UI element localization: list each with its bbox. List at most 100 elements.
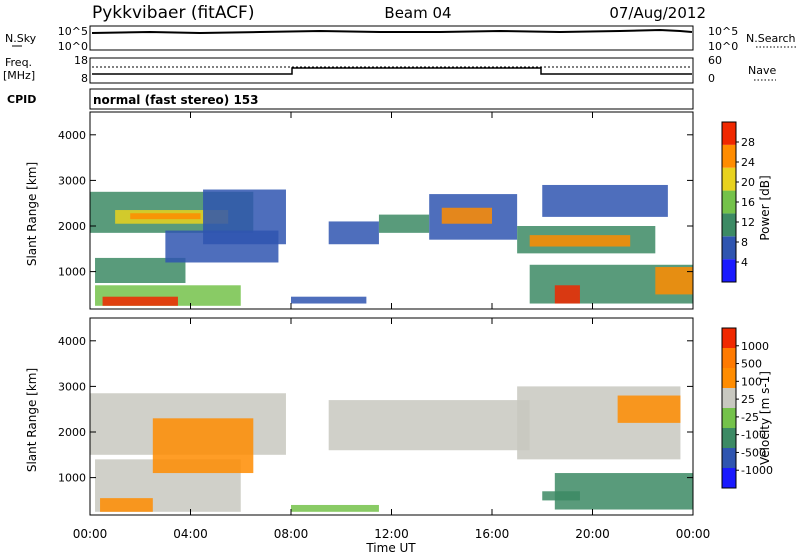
- nsky-left-tick-top: 10^5: [58, 25, 88, 38]
- freq-panel: Freq. [MHz] 18 8 60 0 Nave: [3, 54, 776, 85]
- power-ytick-label-0: 1000: [58, 266, 86, 279]
- power-band-14: [529, 235, 631, 247]
- nsky-left-tick-bottom: 10^0: [58, 40, 88, 53]
- power-colorbar-swatch-3: [722, 190, 736, 214]
- power-ytick-label-1: 2000: [58, 220, 86, 233]
- power-band-8: [291, 296, 367, 304]
- power-colorbar: 4 8 12 16 20 24 28: [721, 121, 755, 283]
- power-band-10: [378, 214, 430, 233]
- velocity-colorbar-swatch-1: [722, 448, 736, 468]
- velocity-band-9: [617, 395, 681, 423]
- freq-left-tick-bottom: 8: [81, 72, 88, 85]
- xtick-label-1: 04:00: [173, 527, 208, 541]
- xtick-label-4: 16:00: [475, 527, 510, 541]
- power-band-15: [542, 184, 668, 217]
- nsearch-label: N.Search: [746, 32, 796, 45]
- velocity-yticks: 1000 2000 3000 4000: [58, 335, 693, 485]
- power-colorbar-label-3: 16: [741, 196, 755, 209]
- velocity-ytick-label-0: 1000: [58, 472, 86, 485]
- power-colorbar-swatch-6: [722, 122, 736, 145]
- power-colorbar-label-4: 20: [741, 176, 755, 189]
- power-ytick-label-3: 4000: [58, 129, 86, 142]
- power-colorbar-swatch-1: [722, 236, 736, 260]
- power-band-7: [165, 230, 279, 263]
- power-band-2: [130, 213, 201, 220]
- power-colorbar-label-2: 12: [741, 216, 755, 229]
- velocity-colorbar: -1000 -500 -100 -25 25 100 500 1000: [721, 327, 773, 489]
- cpid-mode-text: normal (fast stereo) 153: [93, 93, 259, 107]
- velocity-colorbar-swatch-4: [722, 388, 736, 408]
- power-band-18: [655, 267, 693, 295]
- time-axis-label: Time UT: [365, 541, 416, 554]
- velocity-colorbar-frame: [721, 327, 737, 489]
- nsky-label: N.Sky: [5, 32, 37, 45]
- velocity-colorbar-label-5: 100: [741, 375, 762, 388]
- date-title: 07/Aug/2012: [609, 4, 706, 22]
- velocity-colorbar-label-1: -500: [741, 446, 766, 459]
- velocity-colorbar-swatch-5: [722, 368, 736, 388]
- velocity-colorbar-label-6: 500: [741, 358, 762, 371]
- power-band-9: [328, 221, 379, 245]
- power-colorbar-swatch-0: [722, 259, 736, 282]
- power-ylabel: Slant Range [km]: [25, 162, 39, 266]
- velocity-ylabel: Slant Range [km]: [25, 368, 39, 472]
- station-title: Pykkvibaer (fitACF): [92, 3, 254, 23]
- power-colorbar-swatch-2: [722, 213, 736, 237]
- freq-label-top: Freq.: [5, 56, 32, 69]
- power-colorbar-label: Power [dB]: [758, 175, 772, 240]
- xtick-label-3: 12:00: [374, 527, 409, 541]
- power-bands: [90, 184, 693, 306]
- power-band-17: [554, 285, 580, 304]
- velocity-colorbar-label-0: -1000: [741, 464, 773, 477]
- freq-trace: [92, 67, 692, 75]
- velocity-colorbar-swatch-7: [722, 328, 736, 348]
- power-ytick-label-2: 3000: [58, 174, 86, 187]
- velocity-bands: [90, 386, 693, 512]
- power-panel: 1000 2000 3000 4000 Slant Range [km] 4 8 12 16…: [25, 111, 772, 310]
- nsky-panel: N.Sky 10^5 10^0 10^5 10^0 N.Search: [5, 25, 796, 53]
- velocity-colorbar-label: Velocity [m s-1]: [758, 371, 772, 465]
- nave-right-tick-top: 60: [708, 54, 722, 67]
- power-colorbar-swatch-5: [722, 144, 736, 168]
- nave-label: Nave: [748, 64, 776, 77]
- nsky-right-tick-top: 10^5: [708, 25, 738, 38]
- xtick-label-0: 00:00: [73, 527, 108, 541]
- power-band-12: [441, 207, 492, 224]
- velocity-band-8: [542, 491, 580, 501]
- power-colorbar-label-6: 28: [741, 136, 755, 149]
- nave-right-tick-bottom: 0: [708, 72, 715, 85]
- power-yticks: 1000 2000 3000 4000: [58, 129, 693, 279]
- power-colorbar-label-1: 8: [741, 236, 748, 249]
- velocity-band-5: [328, 400, 530, 451]
- cpid-panel: CPID normal (fast stereo) 153: [7, 88, 694, 110]
- velocity-colorbar-swatch-6: [722, 348, 736, 368]
- nsky-trace: [91, 28, 693, 35]
- velocity-colorbar-label-4: 25: [741, 393, 755, 406]
- nsky-right-tick-bottom: 10^0: [708, 40, 738, 53]
- freq-left-tick-top: 18: [74, 54, 88, 67]
- xtick-label-6: 00:00: [676, 527, 711, 541]
- velocity-colorbar-swatch-0: [722, 468, 736, 488]
- power-colorbar-label-0: 4: [741, 256, 748, 269]
- velocity-band-4: [291, 504, 379, 512]
- xtick-label-5: 20:00: [575, 527, 610, 541]
- time-axis: 00:00 04:00 08:00 12:00 16:00 20:00 00:00: [73, 112, 711, 541]
- beam-title: Beam 04: [384, 4, 451, 22]
- velocity-colorbar-label-3: -25: [741, 411, 759, 424]
- power-colorbar-label-5: 24: [741, 156, 755, 169]
- velocity-ytick-label-3: 4000: [58, 335, 86, 348]
- velocity-colorbar-label-2: -100: [741, 429, 766, 442]
- velocity-band-2: [100, 498, 153, 512]
- velocity-colorbar-swatch-2: [722, 428, 736, 448]
- power-band-6: [102, 296, 178, 306]
- freq-label-bottom: [MHz]: [3, 69, 35, 82]
- cpid-label: CPID: [7, 93, 36, 106]
- velocity-colorbar-label-7: 1000: [741, 340, 769, 353]
- velocity-ytick-label-2: 3000: [58, 380, 86, 393]
- velocity-colorbar-swatch-3: [722, 408, 736, 428]
- power-colorbar-swatch-4: [722, 167, 736, 191]
- xtick-label-2: 08:00: [274, 527, 309, 541]
- velocity-band-3: [152, 418, 254, 474]
